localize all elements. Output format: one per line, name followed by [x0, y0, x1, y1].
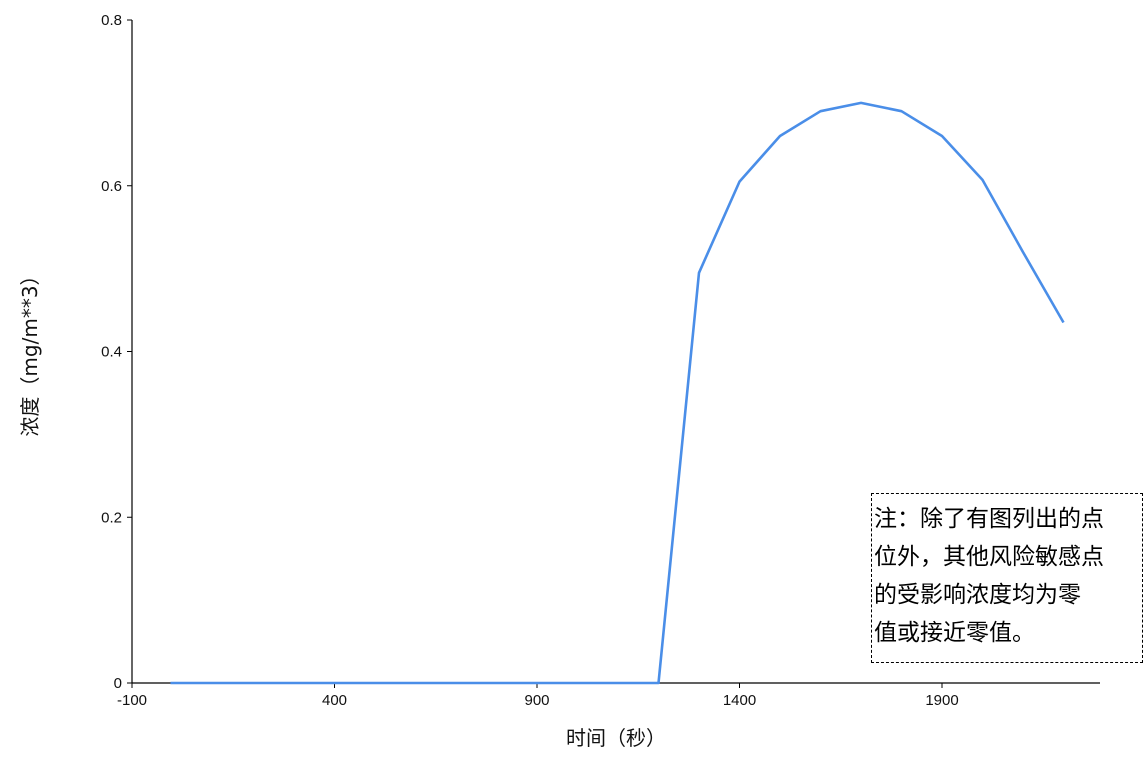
series-layer — [170, 101, 1065, 685]
y-tick-label: 0.4 — [101, 344, 122, 361]
annotation-note: 注：除了有图列出的点 位外，其他风险敏感点 的受影响浓度均为零 值或接近零值。 — [871, 493, 1143, 663]
x-tick-label: 400 — [322, 692, 347, 709]
series-line — [170, 101, 1065, 685]
x-tick-label: 1900 — [925, 692, 958, 709]
y-tick-label: 0.8 — [101, 12, 122, 29]
x-axis-title: 时间（秒） — [566, 726, 666, 750]
x-tick-label: 900 — [524, 692, 549, 709]
y-tick-label: 0.2 — [101, 509, 122, 526]
y-tick-label: 0.6 — [101, 178, 122, 195]
x-tick-label: 1400 — [723, 692, 756, 709]
y-tick-label: 0 — [114, 675, 122, 692]
x-tick-label: -100 — [117, 692, 147, 709]
ticks: -100 400 900 1400 1900 0 0.2 0.4 0.6 0.8 — [101, 12, 959, 709]
y-axis-title: 浓度（mg/m**3） — [18, 265, 42, 436]
